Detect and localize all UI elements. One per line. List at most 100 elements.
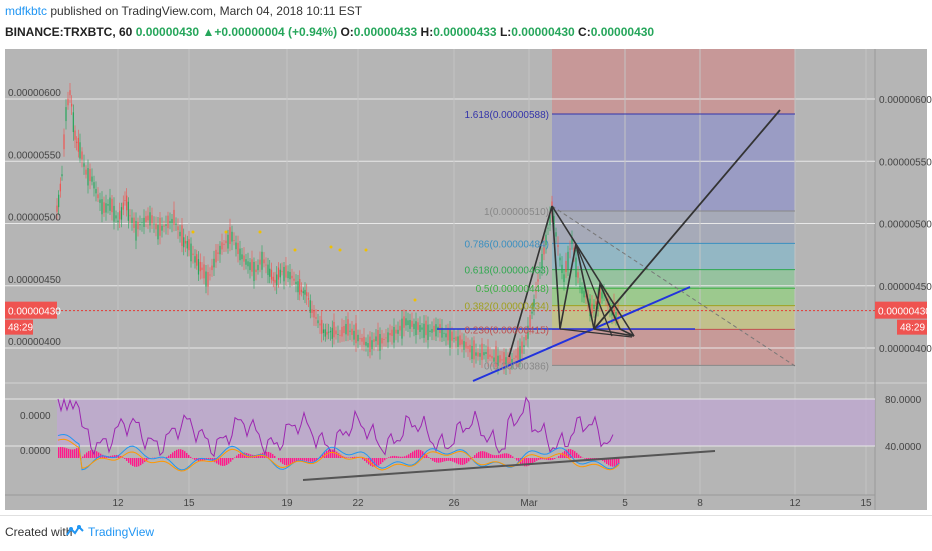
candle-body xyxy=(63,134,64,149)
candle-body xyxy=(239,249,240,261)
candle-body xyxy=(481,344,482,360)
candle-body xyxy=(563,274,564,282)
candle-body xyxy=(95,189,96,193)
candle-body xyxy=(565,261,566,272)
fib-level-label: 0.236(0.00000415) xyxy=(464,325,549,336)
macd-bar xyxy=(378,458,379,466)
macd-bar xyxy=(96,451,97,458)
candle-body xyxy=(391,330,392,336)
macd-bar xyxy=(182,450,183,458)
candle-body xyxy=(399,326,400,331)
price-tick-right: 0.00000400 xyxy=(879,344,932,355)
candle-body xyxy=(413,324,414,329)
macd-bar xyxy=(404,456,405,458)
macd-bar xyxy=(462,458,463,465)
macd-bar xyxy=(268,452,269,458)
macd-bar xyxy=(270,453,271,458)
macd-bar xyxy=(402,457,403,458)
macd-bar xyxy=(362,458,363,459)
tradingview-logo-icon[interactable] xyxy=(66,524,84,538)
fib-level-label: 1(0.00000510) xyxy=(484,207,549,218)
candle-body xyxy=(517,348,518,360)
candle-body xyxy=(575,258,576,278)
macd-bar xyxy=(442,458,443,462)
macd-bar xyxy=(510,455,511,458)
candle-body xyxy=(419,325,420,332)
macd-bar xyxy=(58,447,59,458)
candle-body xyxy=(128,202,129,221)
candle-body xyxy=(297,281,298,292)
macd-bar xyxy=(504,453,505,458)
candle-body xyxy=(393,327,394,343)
macd-bar xyxy=(418,450,419,458)
candle-body xyxy=(219,246,220,254)
candle-body xyxy=(547,228,548,229)
close-label: C: xyxy=(578,25,591,39)
candle-body xyxy=(371,340,372,349)
candle-body xyxy=(351,329,352,335)
signal-marker xyxy=(414,299,417,302)
candle-body xyxy=(475,352,476,355)
candle-body xyxy=(201,268,202,270)
candle-body xyxy=(60,184,61,192)
macd-bar xyxy=(414,450,415,458)
macd-bar xyxy=(138,458,139,466)
candle-body xyxy=(515,356,516,358)
macd-bar xyxy=(278,458,279,460)
candle-body xyxy=(217,252,218,253)
price-chart[interactable]: 0.000006000.000006000.000005500.00000550… xyxy=(0,44,932,515)
candle-body xyxy=(173,210,174,225)
time-tick-label: 22 xyxy=(352,498,364,509)
price-tick-right: 0.00000600 xyxy=(879,95,932,106)
candle-body xyxy=(313,310,314,317)
candle-body xyxy=(455,337,456,341)
created-with-text: Created with xyxy=(5,525,72,539)
author-link[interactable]: mdfkbtc xyxy=(5,4,47,18)
price-tick-right: 0.00000450 xyxy=(879,282,932,293)
macd-bar xyxy=(194,458,195,460)
candle-body xyxy=(245,259,246,265)
candle-body xyxy=(417,322,418,330)
macd-bar xyxy=(516,458,517,460)
osc-tick-right: 80.0000 xyxy=(885,395,922,406)
candle-body xyxy=(131,218,132,224)
macd-bar xyxy=(314,458,315,461)
candle-body xyxy=(276,274,277,285)
fib-zone-top xyxy=(552,49,795,114)
macd-bar xyxy=(62,447,63,458)
macd-bar xyxy=(494,455,495,458)
macd-bar xyxy=(394,456,395,458)
macd-bar xyxy=(188,455,189,458)
candle-body xyxy=(147,216,148,221)
fib-zone xyxy=(552,329,795,365)
symbol-label[interactable]: BINANCE:TRXBTC, 60 xyxy=(5,25,132,39)
candle-body xyxy=(103,202,104,213)
candle-body xyxy=(361,338,362,342)
candle-body xyxy=(69,90,70,95)
macd-bar xyxy=(174,451,175,458)
candle-body xyxy=(295,282,296,284)
candle-body xyxy=(345,324,346,334)
candle-body xyxy=(477,352,478,356)
tradingview-link[interactable]: TradingView xyxy=(88,525,154,539)
candle-body xyxy=(319,324,320,326)
candle-body xyxy=(595,301,596,304)
candle-body xyxy=(159,218,160,236)
macd-bar xyxy=(312,458,313,462)
macd-bar xyxy=(352,457,353,458)
candle-body xyxy=(369,337,370,352)
candle-body xyxy=(241,254,242,259)
macd-bar xyxy=(502,454,503,458)
macd-bar xyxy=(474,455,475,458)
macd-bar xyxy=(288,458,289,465)
candle-body xyxy=(411,321,412,327)
candle-body xyxy=(537,279,538,281)
candle-body xyxy=(581,287,582,293)
candle-body xyxy=(74,131,75,140)
candle-body xyxy=(115,215,116,218)
macd-bar xyxy=(64,448,65,458)
candle-body xyxy=(379,334,380,351)
macd-bar xyxy=(434,458,435,462)
candle-body xyxy=(137,222,138,229)
candle-body xyxy=(141,222,142,223)
